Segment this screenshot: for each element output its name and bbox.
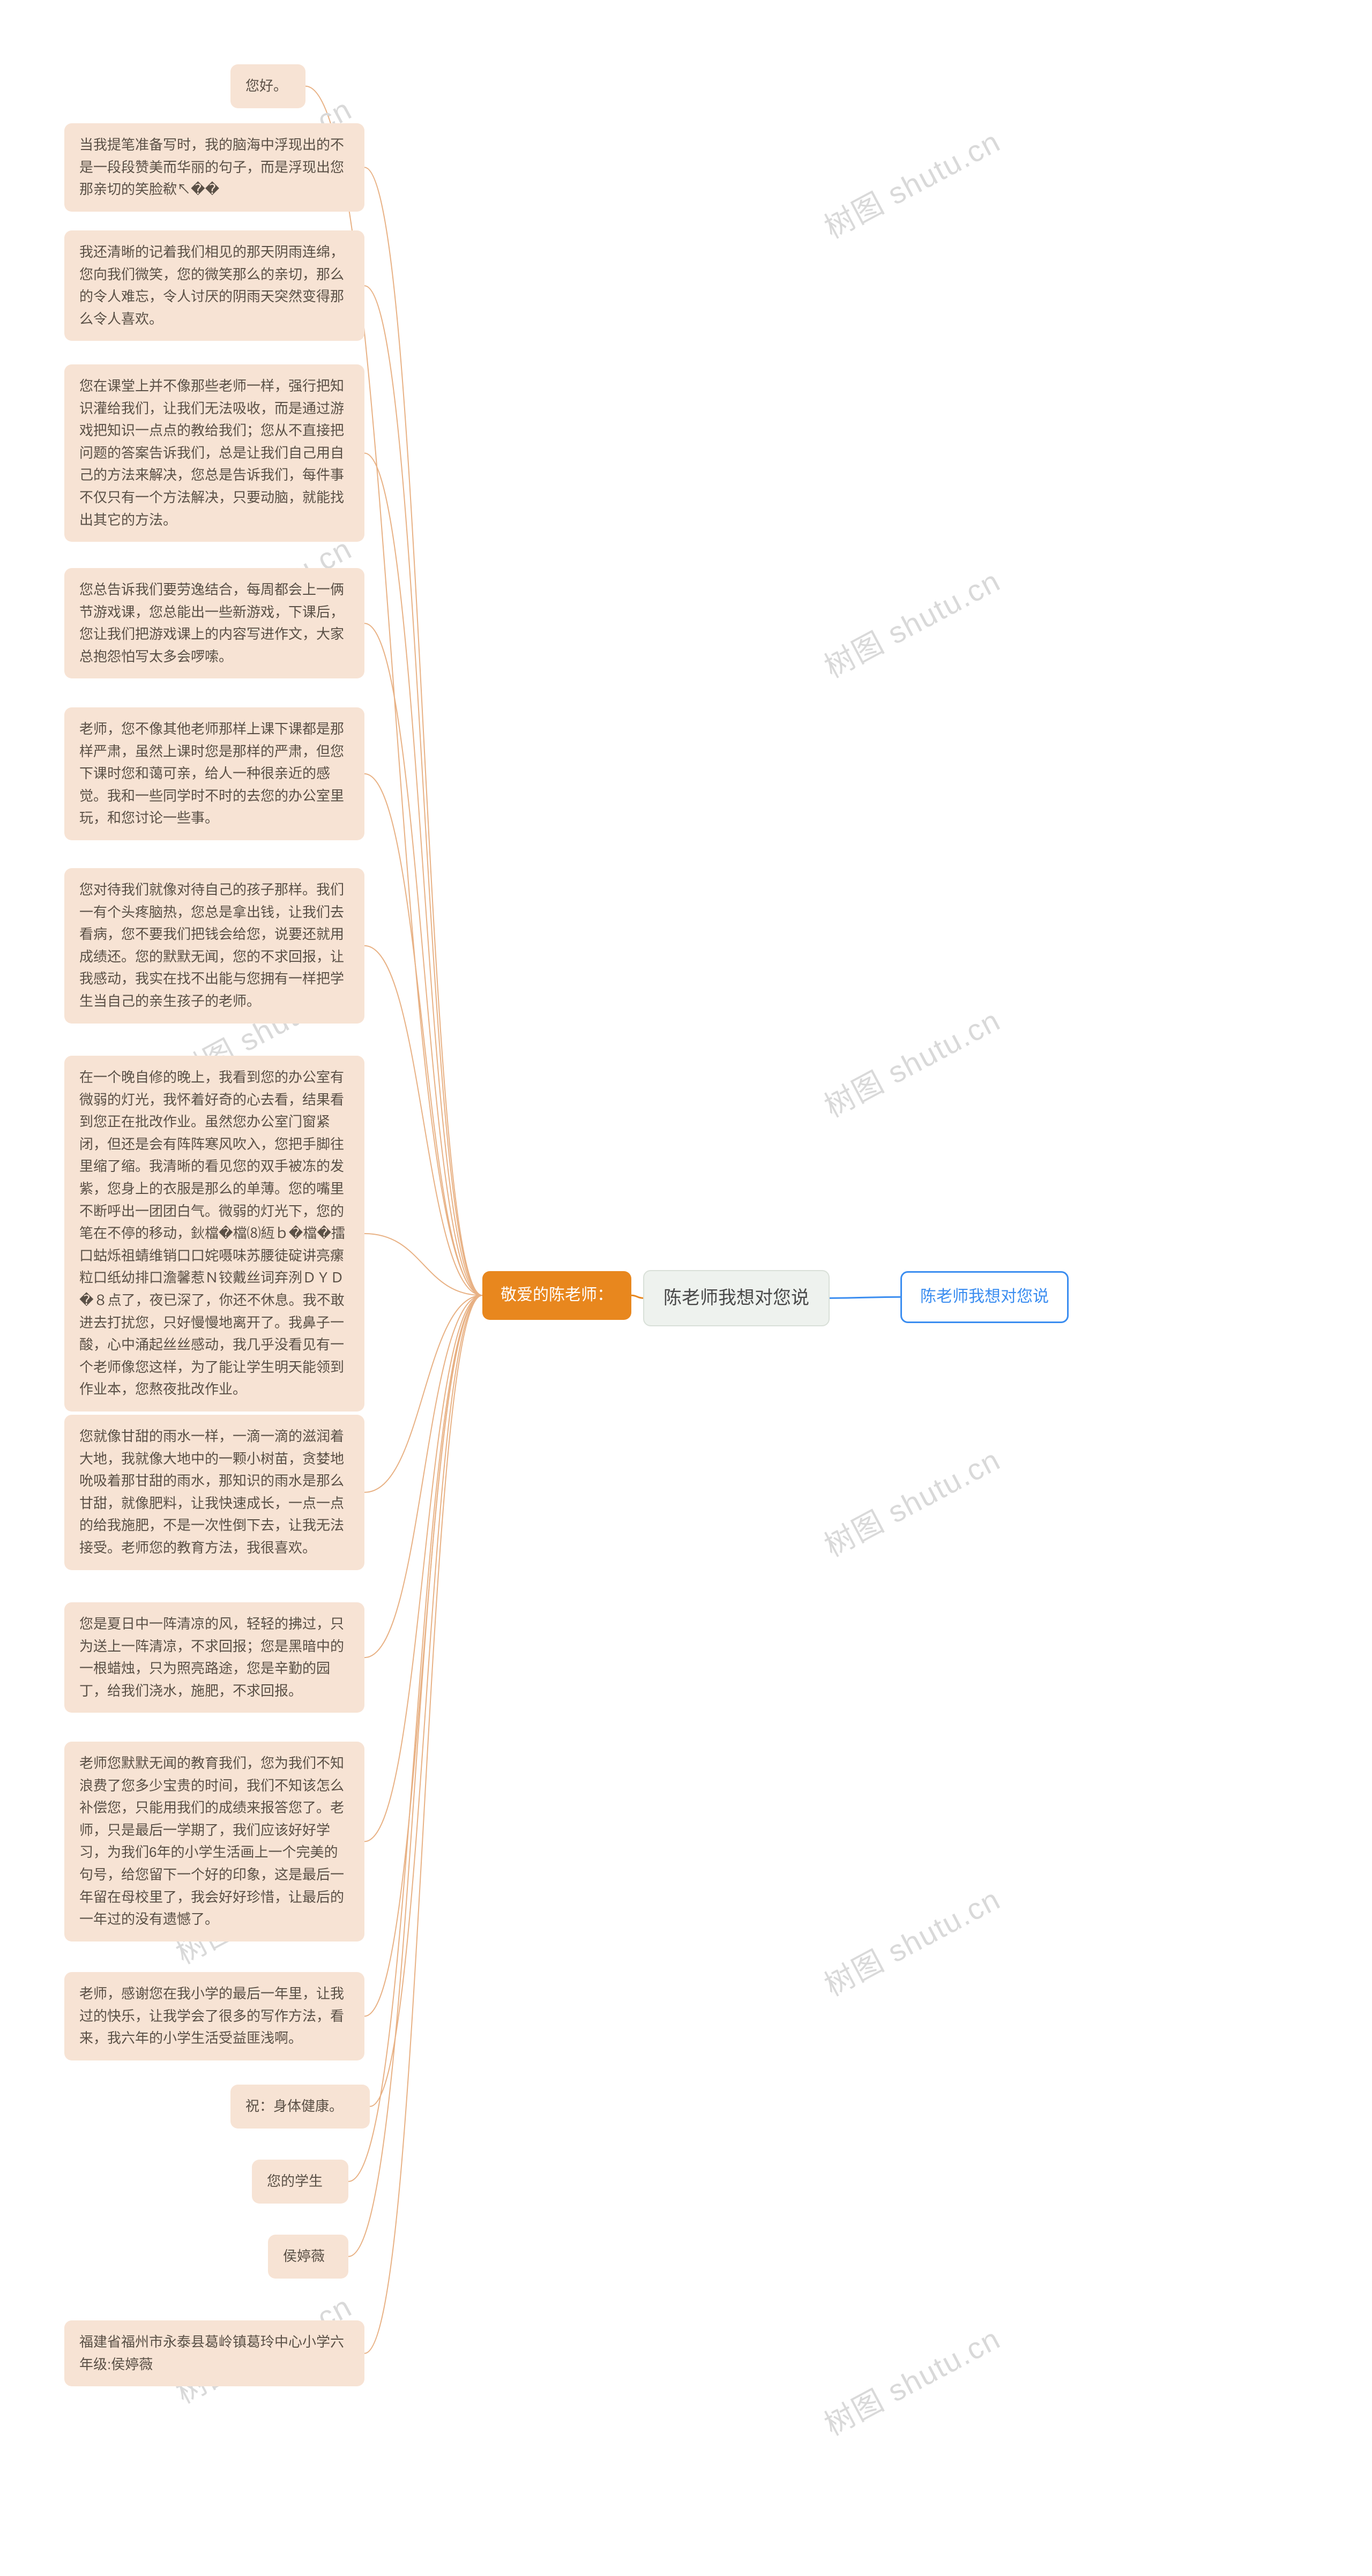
branch-node-right[interactable]: 陈老师我想对您说: [900, 1271, 1069, 1323]
leaf-node[interactable]: 您好。: [230, 64, 305, 108]
leaf-node[interactable]: 祝：身体健康。: [230, 2085, 370, 2129]
watermark-text: 树图 shutu.cn: [816, 1876, 1007, 2005]
mindmap-canvas: 树图 shutu.cn 树图 shutu.cn 树图 shutu.cn 树图 shut…: [0, 0, 1372, 2576]
leaf-node[interactable]: 侯婷薇: [268, 2235, 348, 2279]
leaf-node[interactable]: 您对待我们就像对待自己的孩子那样。我们一有个头疼脑热，您总是拿出钱，让我们去看病…: [64, 868, 364, 1024]
watermark-text: 树图 shutu.cn: [816, 557, 1007, 686]
watermark-text: 树图 shutu.cn: [816, 997, 1007, 1126]
leaf-node[interactable]: 您在课堂上并不像那些老师一样，强行把知识灌给我们，让我们无法吸收，而是通过游戏把…: [64, 364, 364, 542]
root-node[interactable]: 陈老师我想对您说: [643, 1270, 830, 1326]
leaf-node[interactable]: 老师，您不像其他老师那样上课下课都是那样严肃，虽然上课时您是那样的严肃，但您下课…: [64, 707, 364, 840]
leaf-node[interactable]: 您就像甘甜的雨水一样，一滴一滴的滋润着大地，我就像大地中的一颗小树苗，贪婪地吮吸…: [64, 1415, 364, 1570]
leaf-node[interactable]: 当我提笔准备写时，我的脑海中浮现出的不是一段段赞美而华丽的句子，而是浮现出您那亲…: [64, 123, 364, 212]
leaf-node[interactable]: 您的学生: [252, 2160, 348, 2204]
branch-node-left[interactable]: 敬爱的陈老师：: [482, 1271, 631, 1320]
leaf-node[interactable]: 老师，感谢您在我小学的最后一年里，让我过的快乐，让我学会了很多的写作方法，看来，…: [64, 1972, 364, 2060]
leaf-node[interactable]: 福建省福州市永泰县葛岭镇葛玲中心小学六年级:侯婷薇: [64, 2320, 364, 2386]
leaf-node[interactable]: 老师您默默无闻的教育我们，您为我们不知浪费了您多少宝贵的时间，我们不知该怎么补偿…: [64, 1742, 364, 1942]
leaf-node[interactable]: 您是夏日中一阵清凉的风，轻轻的拂过，只为送上一阵清凉，不求回报；您是黑暗中的一根…: [64, 1602, 364, 1713]
watermark-text: 树图 shutu.cn: [816, 2315, 1007, 2444]
watermark-text: 树图 shutu.cn: [816, 118, 1007, 247]
leaf-node[interactable]: 我还清晰的记着我们相见的那天阴雨连绵，您向我们微笑，您的微笑那么的亲切，那么的令…: [64, 230, 364, 341]
leaf-node[interactable]: 在一个晚自修的晚上，我看到您的办公室有微弱的灯光，我怀着好奇的心去看，结果看到您…: [64, 1056, 364, 1412]
watermark-text: 树图 shutu.cn: [816, 1436, 1007, 1565]
leaf-node[interactable]: 您总告诉我们要劳逸结合，每周都会上一俩节游戏课，您总能出一些新游戏，下课后，您让…: [64, 568, 364, 678]
